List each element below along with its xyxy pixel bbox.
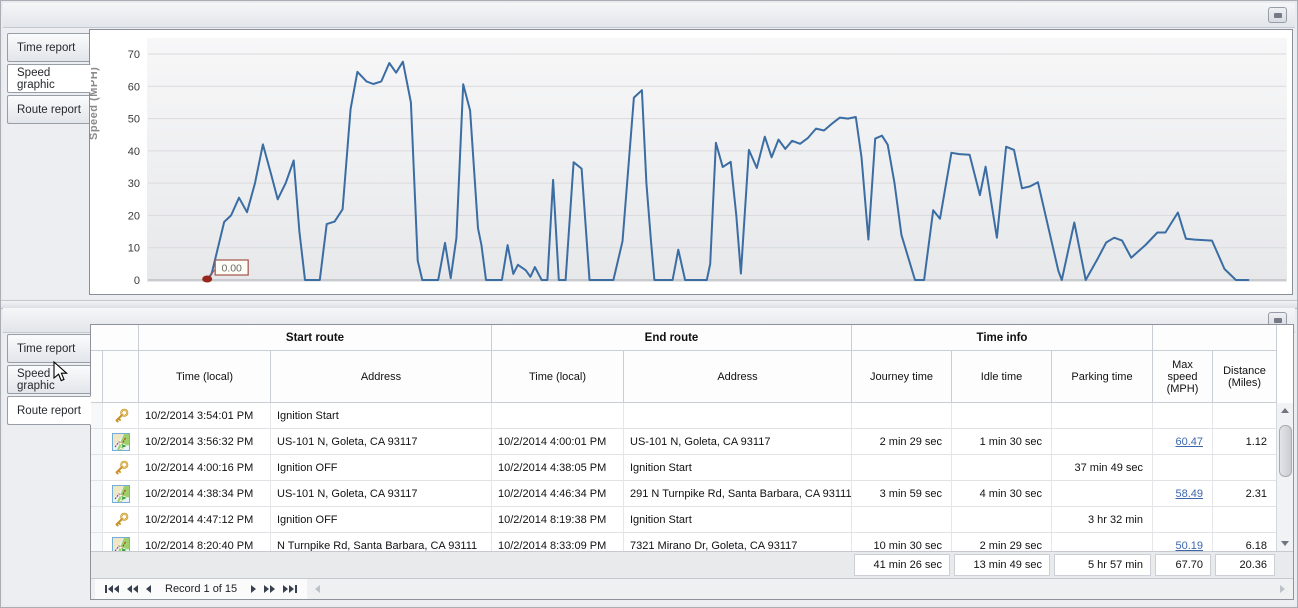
route-table: Start route End route Time info Time (lo… (90, 324, 1294, 600)
speed-graphic-panel: Time report Speed graphic Route report S… (3, 3, 1295, 299)
svg-text:30: 30 (128, 178, 140, 190)
svg-text:20: 20 (128, 210, 140, 222)
svg-text:60: 60 (128, 81, 140, 93)
col-header-end-time[interactable]: Time (local) (492, 351, 624, 403)
scroll-up-button[interactable] (1277, 403, 1292, 418)
first-record-button[interactable] (101, 582, 123, 596)
minimize-icon (1273, 317, 1282, 323)
table-header-row: Time (local) Address Time (local) Addres… (91, 351, 1277, 403)
key-icon (114, 460, 128, 475)
vertical-scrollbar[interactable] (1276, 403, 1293, 551)
svg-text:50: 50 (128, 114, 140, 126)
col-header-end-address[interactable]: Address (624, 351, 852, 403)
prev-page-button[interactable] (123, 582, 142, 596)
record-counter: Record 1 of 15 (165, 583, 238, 595)
svg-text:40: 40 (128, 146, 140, 158)
col-header-start-time[interactable]: Time (local) (139, 351, 271, 403)
hscroll-left-button[interactable] (311, 582, 324, 596)
navigator-buttons: Record 1 of 15 (95, 579, 308, 599)
svg-text:0: 0 (134, 275, 140, 287)
top-tabstrip: Time report Speed graphic Route report (7, 33, 91, 126)
group-header-blank (91, 325, 139, 351)
last-record-button[interactable] (279, 582, 301, 596)
table-row[interactable]: 10/2/2014 4:38:34 PM US-101 N, Goleta, CA… (91, 481, 1277, 507)
col-header-indicator (91, 351, 103, 403)
col-header-start-address[interactable]: Address (271, 351, 492, 403)
next-page-button[interactable] (260, 582, 279, 596)
col-header-idle-time[interactable]: Idle time (952, 351, 1052, 403)
group-header-time-info[interactable]: Time info (852, 325, 1153, 351)
route-map-icon (111, 484, 130, 503)
summary-parking-time: 5 hr 57 min (1054, 554, 1151, 576)
y-axis-title: Speed (MPH) (88, 66, 100, 140)
table-row[interactable]: 10/2/2014 4:47:12 PM Ignition OFF 10/2/201… (91, 507, 1277, 533)
group-header-blank (1153, 325, 1277, 351)
group-header-start-route[interactable]: Start route (139, 325, 492, 351)
col-header-parking-time[interactable]: Parking time (1052, 351, 1153, 403)
hscroll-right-button[interactable] (1276, 582, 1289, 596)
summary-idle-time: 13 min 49 sec (954, 554, 1050, 576)
scrollbar-thumb[interactable] (1279, 425, 1292, 477)
tab-time-report[interactable]: Time report (7, 334, 91, 363)
svg-text:10: 10 (128, 243, 140, 255)
speed-chart: Speed (MPH) 0 10 20 30 40 50 60 70 0.00 (88, 29, 1293, 295)
col-header-icon (103, 351, 139, 403)
route-map-icon (111, 536, 130, 551)
prev-record-button[interactable] (142, 582, 155, 596)
arrow-up-icon (1280, 408, 1289, 413)
tab-speed-graphic[interactable]: Speed graphic (7, 365, 91, 394)
key-icon (114, 512, 128, 527)
max-speed-link[interactable]: 58.49 (1175, 487, 1203, 500)
col-header-journey-time[interactable]: Journey time (852, 351, 952, 403)
record-navigator: Record 1 of 15 (91, 578, 1293, 599)
scroll-down-button[interactable] (1277, 536, 1292, 551)
top-panel-header (3, 3, 1295, 28)
next-record-button[interactable] (247, 582, 260, 596)
table-summary-row: 41 min 26 sec 13 min 49 sec 5 hr 57 min 67.… (91, 551, 1293, 578)
speed-line-chart: 0 10 20 30 40 50 60 70 0.00 (128, 38, 1287, 287)
svg-text:70: 70 (128, 49, 140, 61)
svg-text:0.00: 0.00 (221, 263, 242, 275)
tab-speed-graphic[interactable]: Speed graphic (7, 64, 91, 93)
table-row[interactable]: 10/2/2014 3:54:01 PM Ignition Start (91, 403, 1277, 429)
route-report-panel: Time report Speed graphic Route report S… (3, 308, 1295, 605)
group-header-end-route[interactable]: End route (492, 325, 852, 351)
max-speed-link[interactable]: 60.47 (1175, 435, 1203, 448)
table-row[interactable]: 10/2/2014 3:56:32 PM US-101 N, Goleta, CA… (91, 429, 1277, 455)
summary-distance: 20.36 (1215, 554, 1275, 576)
route-map-icon (111, 432, 130, 451)
table-row[interactable]: 10/2/2014 8:20:40 PM N Turnpike Rd, Santa… (91, 533, 1277, 551)
key-icon (114, 408, 128, 423)
bottom-tabstrip: Time report Speed graphic Route report (7, 334, 91, 427)
arrow-down-icon (1280, 541, 1289, 546)
max-speed-link[interactable]: 50.19 (1175, 539, 1203, 552)
col-header-max-speed[interactable]: Max speed (MPH) (1153, 351, 1213, 403)
summary-journey-time: 41 min 26 sec (854, 554, 950, 576)
tab-route-report[interactable]: Route report (7, 396, 91, 425)
minimize-icon (1273, 12, 1282, 18)
table-row[interactable]: 10/2/2014 4:00:16 PM Ignition OFF 10/2/201… (91, 455, 1277, 481)
col-header-distance[interactable]: Distance (Miles) (1213, 351, 1277, 403)
summary-max-speed: 67.70 (1155, 554, 1211, 576)
table-group-header-row: Start route End route Time info (91, 325, 1277, 351)
table-body: 10/2/2014 3:54:01 PM Ignition Start 10/2/2… (91, 403, 1277, 551)
tab-time-report[interactable]: Time report (7, 33, 91, 62)
top-collapse-button[interactable] (1268, 7, 1287, 23)
tab-route-report[interactable]: Route report (7, 95, 91, 124)
